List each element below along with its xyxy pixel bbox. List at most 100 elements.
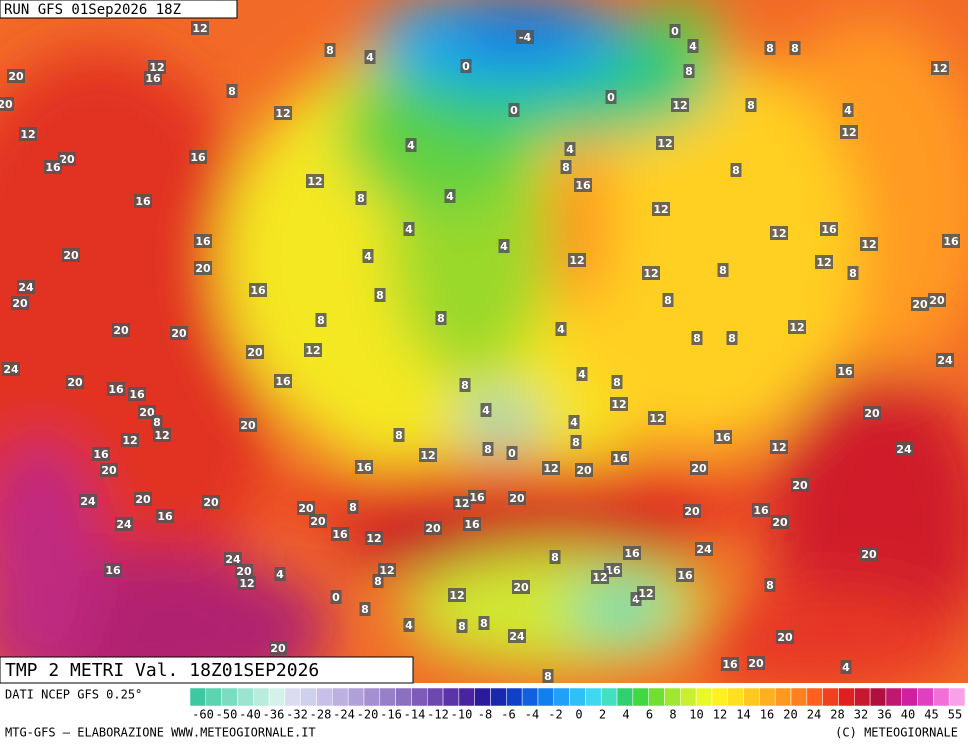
label-box bbox=[836, 364, 854, 378]
isotherm-label: 16 bbox=[135, 195, 151, 208]
color-swatch bbox=[458, 687, 475, 707]
label-box bbox=[239, 418, 257, 432]
label-box bbox=[574, 178, 592, 192]
color-swatch bbox=[300, 687, 317, 707]
isotherm-label: 4 bbox=[578, 368, 586, 381]
label-box bbox=[630, 592, 642, 606]
isotherm-label: 20 bbox=[864, 407, 880, 420]
color-swatch bbox=[553, 687, 570, 707]
isotherm-label: 20 bbox=[8, 70, 24, 83]
isotherm-label: 20 bbox=[509, 492, 525, 505]
colorbar-tick-label: 28 bbox=[830, 708, 844, 722]
label-box bbox=[374, 288, 386, 302]
isotherm-label: 4 bbox=[276, 568, 284, 581]
isotherm-label: 8 bbox=[458, 620, 466, 633]
color-swatch bbox=[917, 687, 934, 707]
label-box bbox=[11, 296, 29, 310]
isotherm-label: 16 bbox=[722, 658, 738, 671]
isotherm-label: 8 bbox=[544, 670, 552, 683]
label-box bbox=[347, 500, 359, 514]
isotherm-label: 20 bbox=[772, 516, 788, 529]
label-box bbox=[498, 239, 510, 253]
isotherm-label: 4 bbox=[632, 593, 640, 606]
label-box bbox=[224, 552, 242, 566]
color-swatch bbox=[237, 687, 254, 707]
label-box bbox=[542, 461, 560, 475]
label-box bbox=[309, 514, 327, 528]
isotherm-label: 4 bbox=[566, 143, 574, 156]
colorbar-tick-label: -16 bbox=[380, 708, 402, 722]
colorbar-tick-label: -50 bbox=[216, 708, 238, 722]
label-box bbox=[815, 255, 833, 269]
isotherm-label: 8 bbox=[228, 85, 236, 98]
label-box bbox=[189, 150, 207, 164]
label-box bbox=[570, 435, 582, 449]
isotherm-label: 16 bbox=[464, 518, 480, 531]
label-box bbox=[568, 253, 586, 267]
isotherm-label: 24 bbox=[116, 518, 132, 531]
label-box bbox=[274, 374, 292, 388]
label-box bbox=[405, 138, 417, 152]
label-box bbox=[365, 531, 383, 545]
isotherm-label: 12 bbox=[638, 587, 653, 600]
isotherm-label: 20 bbox=[236, 565, 252, 578]
isotherm-label: 4 bbox=[570, 416, 578, 429]
title-box bbox=[0, 656, 414, 684]
label-box bbox=[575, 463, 593, 477]
color-swatch bbox=[711, 687, 729, 707]
isotherm-label: 12 bbox=[672, 99, 687, 112]
isotherm-label: 8 bbox=[562, 161, 570, 174]
run-box bbox=[0, 0, 238, 19]
colorbar-tick-label: 20 bbox=[783, 708, 797, 722]
isotherm-label: 0 bbox=[607, 91, 615, 104]
label-box bbox=[115, 517, 133, 531]
label-box bbox=[676, 568, 694, 582]
color-swatch bbox=[616, 687, 634, 707]
color-swatch bbox=[648, 687, 665, 707]
isotherm-label: 12 bbox=[449, 589, 464, 602]
isotherm-label: 16 bbox=[943, 235, 959, 248]
color-swatch bbox=[632, 687, 649, 707]
isotherm-label: 4 bbox=[482, 404, 490, 417]
label-box bbox=[424, 521, 442, 535]
isotherm-label: 16 bbox=[821, 223, 837, 236]
color-swatch bbox=[221, 687, 238, 707]
colorbar-tick-label: -40 bbox=[239, 708, 261, 722]
colorbar-tick-label: 10 bbox=[689, 708, 703, 722]
color-swatch bbox=[521, 687, 539, 707]
color-swatch bbox=[664, 687, 681, 707]
label-box bbox=[153, 428, 171, 442]
isotherm-label: 24 bbox=[18, 281, 34, 294]
footer-left: MTG-GFS — ELABORAZIONE WWW.METEOGIORNALE… bbox=[5, 726, 316, 740]
isotherm-label: 8 bbox=[664, 294, 672, 307]
label-box bbox=[928, 293, 946, 307]
label-box bbox=[112, 323, 130, 337]
run-label: RUN GFS 01Sep2026 18Z bbox=[4, 2, 181, 18]
isotherm-label: 8 bbox=[376, 289, 384, 302]
colorbar-tick-label: -28 bbox=[310, 708, 332, 722]
label-box bbox=[568, 415, 580, 429]
label-box bbox=[17, 280, 35, 294]
label-box bbox=[100, 463, 118, 477]
label-box bbox=[44, 160, 62, 174]
label-box bbox=[235, 564, 253, 578]
label-box bbox=[191, 21, 209, 35]
isotherm-label: 4 bbox=[557, 323, 565, 336]
label-box bbox=[936, 353, 954, 367]
isotherm-label: 20 bbox=[12, 297, 28, 310]
label-box bbox=[721, 657, 739, 671]
label-box bbox=[691, 331, 703, 345]
color-swatch bbox=[585, 687, 602, 707]
isotherm-label: 16 bbox=[575, 179, 591, 192]
isotherm-label: 4 bbox=[407, 139, 415, 152]
label-box bbox=[331, 527, 349, 541]
isotherm-label: 20 bbox=[513, 581, 529, 594]
isotherm-label: 20 bbox=[298, 502, 314, 515]
label-box bbox=[637, 586, 655, 600]
isotherm-label: 12 bbox=[239, 577, 254, 590]
isotherm-label: 12 bbox=[649, 412, 664, 425]
isotherm-label: 16 bbox=[195, 235, 211, 248]
colorbar-tick-label: -36 bbox=[263, 708, 285, 722]
isotherm-label: 24 bbox=[937, 354, 953, 367]
